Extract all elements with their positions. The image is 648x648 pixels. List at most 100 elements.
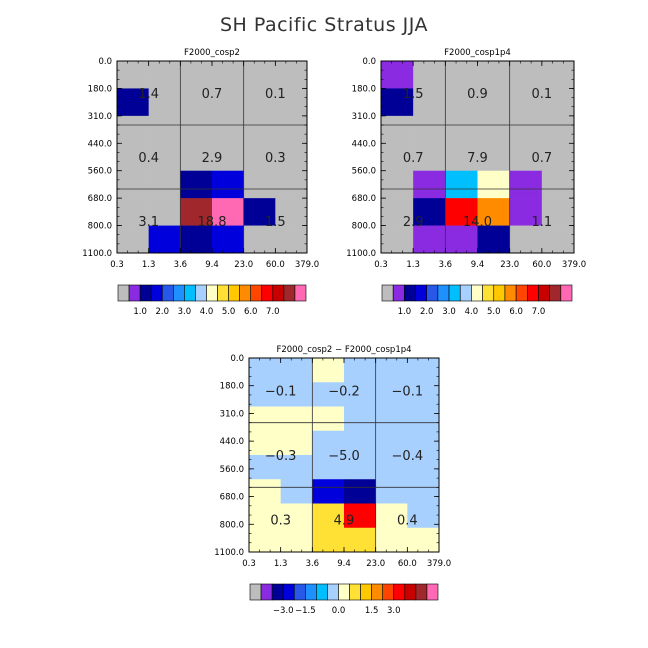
heatmap-cell <box>381 170 414 199</box>
heatmap-cell <box>413 88 446 117</box>
heatmap-cell <box>280 527 313 553</box>
heatmap-cell <box>180 143 213 172</box>
heatmap-cell <box>344 430 376 456</box>
colorbar-swatch <box>360 583 372 601</box>
region-value-label: 1.4 <box>138 87 159 102</box>
heatmap-cell <box>381 88 414 117</box>
y-tick-label: 440.0 <box>88 139 112 149</box>
heatmap-cell <box>375 527 408 553</box>
heatmap-cell <box>344 527 376 553</box>
colorbar-swatch <box>282 583 295 601</box>
region-value-label: 0.4 <box>397 514 418 529</box>
heatmap-cell <box>477 198 510 226</box>
colorbar-swatch <box>392 284 405 302</box>
heatmap-cell <box>541 143 575 172</box>
colorbar-swatch <box>381 284 394 302</box>
heatmap-cell <box>445 170 478 199</box>
heatmap-cell <box>407 406 440 432</box>
heatmap-cell <box>148 143 181 172</box>
region-value-label: 3.1 <box>138 215 159 230</box>
region-value-label: 1.5 <box>403 87 424 102</box>
heatmap-cell <box>445 115 478 144</box>
colorbar-swatch <box>249 583 262 601</box>
heatmap-cell <box>275 143 308 172</box>
heatmap-cell <box>375 430 408 456</box>
x-tick-label: 0.3 <box>242 559 256 569</box>
y-tick-label: 680.0 <box>88 194 112 204</box>
heatmap-cell <box>541 225 575 254</box>
panel-title: F2000_cosp1p4 <box>444 48 511 58</box>
heatmap-cell <box>509 143 543 172</box>
y-tick-label: 180.0 <box>352 84 376 94</box>
region-value-label: 0.7 <box>531 151 552 166</box>
colorbar-swatch <box>172 284 185 302</box>
heatmap-cell <box>375 479 408 504</box>
heatmap-cell <box>509 198 543 226</box>
heatmap-cell <box>445 198 478 226</box>
region-value-label: 7.9 <box>467 151 488 166</box>
x-tick-label: 3.6 <box>306 559 320 569</box>
colorbar-swatch <box>371 583 384 601</box>
heatmap-cell <box>312 406 345 432</box>
heatmap-cell <box>344 455 376 480</box>
x-tick-label: 0.3 <box>110 260 124 270</box>
heatmap-cell <box>344 358 376 383</box>
heatmap-cell <box>407 527 440 553</box>
region-value-label: 2.9 <box>403 215 424 230</box>
x-tick-label: 3.6 <box>174 260 188 270</box>
x-tick-label: 60.0 <box>266 260 285 270</box>
colorbar-label: 4.0 <box>200 307 214 317</box>
heatmap-cell <box>312 382 345 407</box>
region-value-label: 0.4 <box>138 151 159 166</box>
x-tick-label: 9.4 <box>337 559 351 569</box>
heatmap-cell <box>212 61 244 89</box>
panel-title: F2000_cosp2 − F2000_cosp1p4 <box>276 345 411 355</box>
region-value-label: 18.8 <box>198 215 227 230</box>
heatmap-cell <box>117 198 149 226</box>
heatmap-cell <box>280 406 313 432</box>
heatmap-cell <box>249 527 281 553</box>
panel-1: F2000_cosp2 0.3 1.3 3.6 9.4 23.0 60.0 379.0 0.0 1… <box>82 48 319 317</box>
colorbar-swatch <box>404 583 417 601</box>
heatmap-cell <box>445 88 478 117</box>
colorbar-swatch <box>139 284 152 302</box>
heatmap-cell <box>249 430 281 456</box>
heatmap-cell <box>312 527 345 553</box>
colorbar-label: 1.0 <box>398 307 412 317</box>
heatmap-cell <box>212 88 244 117</box>
colorbar-label: 4.0 <box>465 307 479 317</box>
x-tick-label: 23.0 <box>500 260 519 270</box>
colorbar-swatch <box>195 284 207 302</box>
y-tick-label: 1100.0 <box>82 249 112 259</box>
heatmap-cell <box>180 170 213 199</box>
colorbar-label: −3.0 <box>273 606 294 616</box>
x-tick-label: 23.0 <box>366 559 385 569</box>
x-tick-label: 1.3 <box>406 260 420 270</box>
heatmap-cell <box>275 115 308 144</box>
heatmap-cell <box>148 88 181 117</box>
heatmap-cell <box>312 479 345 504</box>
heatmap-cell <box>212 170 244 199</box>
heatmap-cell <box>375 406 408 432</box>
y-tick-label: 0.0 <box>230 354 244 364</box>
colorbar-swatch <box>283 284 296 302</box>
heatmap-cell <box>280 430 313 456</box>
x-tick-label: 60.0 <box>532 260 551 270</box>
heatmap-cell <box>243 115 276 144</box>
colorbar-swatch <box>184 284 196 302</box>
colorbar-swatch <box>271 583 284 601</box>
region-value-label: −5.0 <box>328 449 360 464</box>
colorbar-swatch <box>128 284 141 302</box>
colorbar-label: 7.0 <box>532 307 546 317</box>
y-tick-label: 180.0 <box>88 84 112 94</box>
heatmap-cell <box>212 115 244 144</box>
figure-title: SH Pacific Stratus JJA <box>219 14 429 36</box>
region-value-label: 0.3 <box>270 514 291 529</box>
colorbar-label: 3.0 <box>178 307 192 317</box>
heatmap-cell <box>375 455 408 480</box>
heatmap-cell <box>541 88 575 117</box>
colorbar-swatch <box>493 284 506 302</box>
colorbar-swatch <box>327 583 339 601</box>
heatmap-cell <box>180 61 213 89</box>
heatmap-cell <box>243 170 276 199</box>
